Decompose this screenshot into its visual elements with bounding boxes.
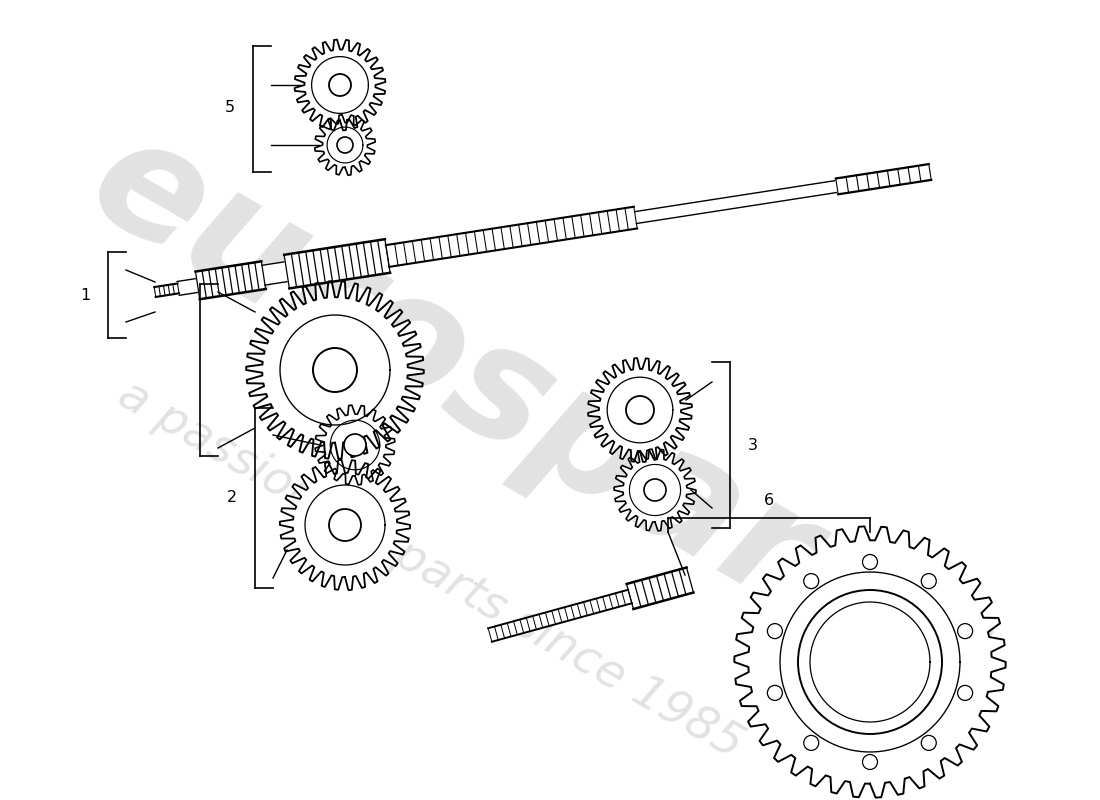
Circle shape [626, 396, 654, 424]
Polygon shape [588, 358, 692, 462]
Text: 6: 6 [763, 493, 774, 508]
Polygon shape [386, 206, 637, 267]
Text: a passion for parts since 1985: a passion for parts since 1985 [110, 372, 750, 768]
Polygon shape [295, 39, 385, 130]
Polygon shape [279, 460, 410, 590]
Text: 5: 5 [224, 99, 235, 114]
Polygon shape [614, 449, 696, 531]
Circle shape [337, 137, 353, 153]
Circle shape [344, 434, 366, 456]
Circle shape [958, 623, 972, 638]
Text: 2: 2 [227, 490, 236, 506]
Polygon shape [154, 283, 179, 297]
Circle shape [329, 509, 361, 541]
Polygon shape [177, 278, 199, 295]
Circle shape [804, 574, 818, 589]
Circle shape [958, 686, 972, 701]
Text: 1: 1 [79, 287, 90, 302]
Text: eurospares: eurospares [64, 100, 1016, 740]
Polygon shape [635, 181, 838, 223]
Circle shape [644, 479, 666, 501]
Circle shape [768, 686, 782, 701]
Circle shape [804, 735, 818, 750]
Polygon shape [836, 164, 932, 194]
Polygon shape [262, 262, 288, 285]
Polygon shape [315, 114, 375, 175]
Polygon shape [284, 239, 390, 288]
Polygon shape [488, 590, 631, 642]
Polygon shape [316, 405, 395, 485]
Text: 3: 3 [748, 438, 758, 453]
Circle shape [314, 348, 358, 392]
Circle shape [768, 623, 782, 638]
Circle shape [798, 590, 942, 734]
Polygon shape [627, 567, 693, 609]
Circle shape [922, 574, 936, 589]
Polygon shape [196, 262, 265, 299]
Polygon shape [246, 282, 424, 458]
Circle shape [862, 554, 878, 570]
Polygon shape [735, 526, 1005, 798]
Circle shape [329, 74, 351, 96]
Circle shape [862, 754, 878, 770]
Circle shape [922, 735, 936, 750]
